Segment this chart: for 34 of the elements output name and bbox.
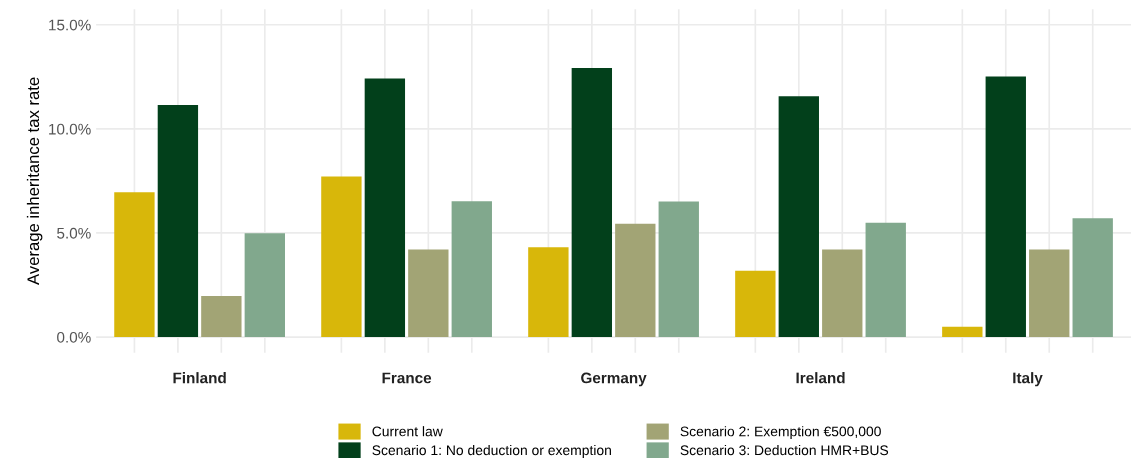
- bar: [114, 192, 155, 338]
- bar: [985, 76, 1026, 338]
- bar: [822, 249, 863, 338]
- y-tick-label: 5.0%: [57, 227, 91, 239]
- bar: [658, 201, 699, 338]
- bar: [615, 223, 656, 338]
- bar: [778, 96, 819, 338]
- bar: [244, 233, 285, 338]
- bar: [1029, 249, 1070, 338]
- x-tick-label: Ireland: [796, 372, 845, 384]
- bar: [321, 176, 362, 338]
- bar: [528, 247, 569, 338]
- bar: [571, 68, 613, 338]
- x-tick-label: Germany: [581, 372, 647, 387]
- bar: [408, 249, 449, 338]
- bar: [201, 296, 242, 338]
- x-tick-label: Italy: [1013, 372, 1043, 387]
- bar: [1072, 218, 1113, 338]
- legend-label: Scenario 2: Exemption €500,000: [680, 426, 881, 440]
- y-tick-label: 10.0%: [49, 123, 91, 135]
- legend-label: Scenario 1: No deduction or exemption: [372, 444, 611, 458]
- y-tick-label: 0.0%: [57, 331, 91, 343]
- x-tick-label: France: [382, 372, 432, 384]
- bar: [942, 326, 983, 338]
- y-tick-label: 15.0%: [49, 19, 91, 31]
- y-axis-title: Average inheritance tax rate: [26, 77, 43, 285]
- legend-label: Scenario 3: Deduction HMR+BUS: [680, 444, 889, 456]
- bar: [451, 201, 492, 338]
- legend-label: Current law: [372, 426, 443, 437]
- bar: [364, 78, 406, 338]
- bar: [865, 222, 906, 338]
- bar: [157, 104, 199, 338]
- x-tick-label: Finland: [173, 372, 226, 384]
- bar: [735, 270, 776, 338]
